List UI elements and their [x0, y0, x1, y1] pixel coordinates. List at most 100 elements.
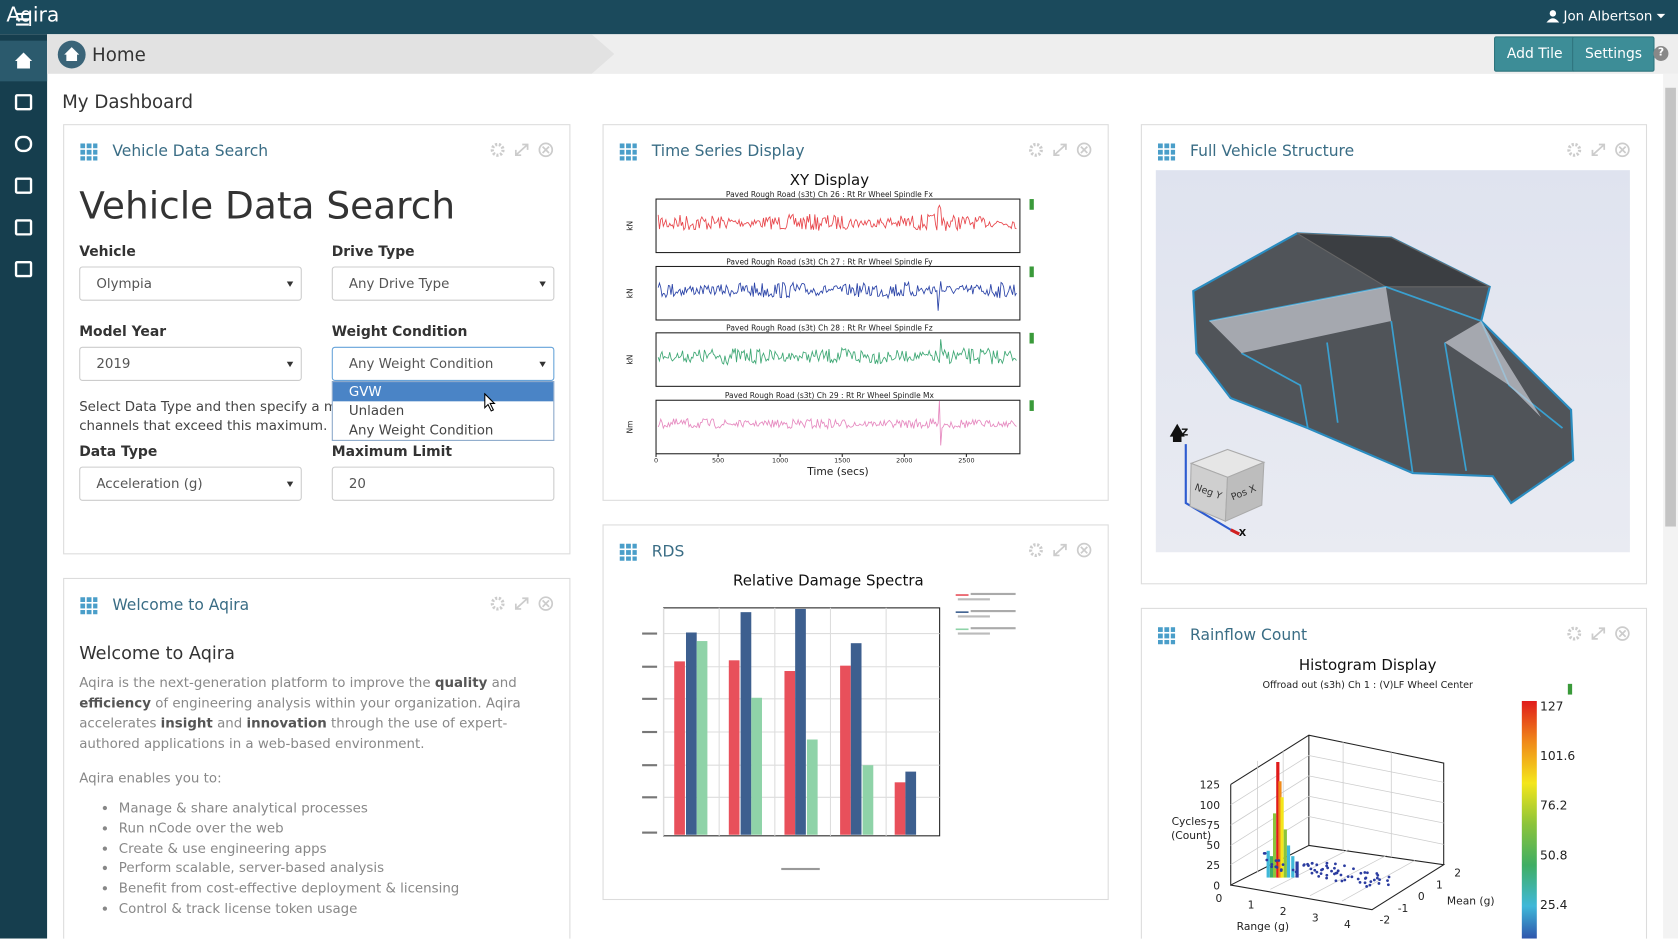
breadcrumb-tab — [47, 34, 615, 74]
grid-dot — [80, 603, 86, 609]
brand: Aqira — [6, 3, 60, 27]
expand-icon — [1053, 143, 1067, 157]
grid-dot — [1170, 143, 1176, 149]
b: innovation — [246, 714, 327, 731]
field-input[interactable]: 20 — [331, 466, 555, 501]
rect — [14, 219, 33, 236]
grid-dot — [632, 556, 637, 561]
dashboard-title: My Dashboard — [62, 92, 194, 114]
grid-dot — [80, 597, 86, 602]
close-icon — [1615, 142, 1630, 158]
nav-item[interactable] — [14, 219, 33, 236]
field-label: Vehicle — [79, 244, 136, 261]
grid-dot — [86, 603, 92, 609]
add-tile-button[interactable]: Add Tile — [1493, 36, 1576, 72]
grid-dot — [1157, 149, 1163, 155]
close-icon — [1615, 626, 1630, 641]
grid-dot — [1164, 143, 1170, 149]
path — [1546, 17, 1560, 22]
dropdown-option[interactable]: Any Weight Condition — [348, 421, 494, 438]
dropdown-option[interactable]: Unladen — [348, 402, 405, 419]
grid-icon[interactable] — [80, 597, 98, 615]
scroll-thumb[interactable] — [1665, 87, 1676, 527]
grid-dot — [1164, 156, 1170, 161]
grid-dot — [1170, 149, 1176, 155]
field-input[interactable]: Acceleration (g) — [79, 466, 302, 501]
tile-tools[interactable] — [490, 141, 554, 158]
circle — [1549, 9, 1557, 17]
rect — [14, 177, 33, 194]
span: and — [487, 674, 517, 691]
nav-item[interactable] — [14, 52, 33, 69]
close-icon — [1076, 142, 1092, 158]
user-menu[interactable]: Jon Albertson — [1546, 7, 1666, 24]
field-input[interactable]: 2019 — [79, 346, 302, 381]
field-input[interactable]: Any Drive Type — [331, 266, 555, 301]
grid-dot — [86, 597, 92, 602]
close-x — [1618, 629, 1627, 638]
grid-icon[interactable] — [619, 543, 637, 561]
heading: Welcome to Aqira — [79, 643, 235, 664]
field-label: Model Year — [79, 324, 167, 341]
b: insight — [160, 714, 213, 731]
tile-tools[interactable] — [1567, 625, 1631, 642]
tile-title: Time Series Display — [651, 143, 805, 161]
grid-icon[interactable] — [619, 143, 637, 161]
grid-dot — [619, 149, 625, 155]
field-input[interactable]: Any Weight Condition — [331, 346, 555, 381]
grid-dot — [619, 543, 625, 549]
nav-item[interactable] — [14, 135, 33, 153]
tile-tools[interactable] — [1567, 141, 1631, 158]
gear-icon — [1567, 626, 1582, 641]
full-vehicle-tile: Full Vehicle Structure — [1140, 124, 1648, 585]
menu-icon — [16, 12, 29, 26]
sidebar — [0, 12, 48, 939]
rds-tile: RDS — [602, 524, 1109, 901]
user-name: Jon Albertson — [1563, 7, 1653, 24]
tile-tools[interactable] — [1028, 141, 1092, 158]
field-input[interactable]: Olympia — [79, 266, 302, 301]
cursor — [484, 392, 496, 412]
bullet: Control & track license token usage — [119, 899, 460, 919]
grid-icon[interactable] — [1157, 627, 1176, 645]
tile-title: RDS — [651, 543, 685, 561]
rect — [14, 135, 33, 153]
bullet: Perform scalable, server-based analysis — [119, 859, 460, 879]
nav-item[interactable] — [14, 94, 33, 111]
home-icon[interactable] — [57, 40, 86, 69]
settings-button[interactable]: Settings — [1572, 36, 1655, 72]
breadcrumb[interactable]: Home — [92, 44, 146, 67]
grid-dot — [1164, 633, 1170, 639]
close-x — [1618, 146, 1627, 154]
dropdown-option[interactable]: GVW — [332, 382, 554, 402]
grid-dot — [632, 543, 637, 549]
bullet: Benefit from cost-effective deployment &… — [119, 879, 460, 899]
paragraph: Aqira is the next-generation platform to… — [79, 672, 561, 753]
intro: Aqira enables you to: — [79, 769, 222, 786]
gear-icon — [1567, 142, 1582, 157]
tile-tools[interactable] — [1028, 542, 1092, 559]
bullet: Create & use engineering apps — [119, 839, 460, 859]
heading: Vehicle Data Search — [79, 185, 456, 228]
field-label: Weight Condition — [331, 324, 468, 341]
bullet-list: Manage & share analytical processesRun n… — [79, 798, 460, 919]
close-icon — [538, 142, 554, 158]
nav-icons — [0, 12, 48, 278]
help-button[interactable]: ? — [1653, 46, 1669, 62]
grid-dot — [1157, 627, 1163, 632]
grid-dot — [86, 143, 92, 149]
expand-icon — [1591, 143, 1606, 157]
nav-item[interactable] — [14, 261, 33, 278]
nav-item[interactable] — [14, 177, 33, 194]
grid-icon[interactable] — [80, 143, 98, 161]
tile-tools[interactable] — [490, 595, 554, 612]
grid-dot — [93, 156, 98, 161]
grid-dot — [80, 156, 86, 161]
grid-dot — [1170, 156, 1176, 161]
path — [64, 47, 80, 62]
grid-dot — [1157, 633, 1163, 639]
grid-icon[interactable] — [1157, 143, 1176, 161]
svg — [64, 47, 80, 62]
grid-dot — [1157, 143, 1163, 149]
